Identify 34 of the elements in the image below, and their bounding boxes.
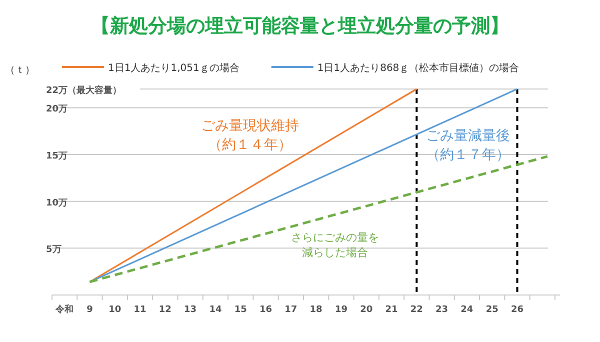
- x-tick-label: 13: [184, 305, 197, 315]
- annotation: さらにごみの量を: [291, 231, 379, 244]
- x-tick-label: 14: [209, 305, 222, 315]
- x-tick-label: 12: [158, 305, 172, 315]
- x-tick-label: 19: [334, 305, 348, 315]
- x-tick-label: 17: [284, 305, 298, 315]
- y-tick-label: 5万: [46, 245, 62, 256]
- x-tick-label: 25: [486, 305, 498, 315]
- annotation: ごみ量減量後: [426, 128, 510, 144]
- annotation: ごみ量現状維持: [201, 118, 299, 134]
- y-tick-label: 22万（最大容量）: [46, 85, 122, 96]
- annotation: （約１７年）: [426, 147, 510, 163]
- annotation: 減らした場合: [302, 246, 368, 259]
- chart-title: 【新処分場の埋立可能容量と埋立処分量の予測】: [91, 15, 509, 37]
- legend-label: 1日1人あたり868ｇ（松本市目標値）の場合: [317, 62, 520, 74]
- x-tick-label: 9: [86, 305, 93, 315]
- x-tick-label: 令和: [54, 304, 74, 315]
- x-tick-label: 24: [460, 305, 474, 315]
- x-tick-label: 11: [134, 305, 146, 315]
- x-tick-label: 18: [310, 305, 322, 315]
- y-tick-label: 20万: [46, 104, 68, 115]
- annotation: （約１４年）: [208, 137, 292, 153]
- y-tick-label: 15万: [46, 152, 68, 162]
- x-tick-label: 10: [108, 305, 122, 315]
- y-axis-title: （ｔ）: [5, 65, 35, 76]
- x-tick-label: 23: [436, 305, 448, 315]
- x-tick-label: 21: [385, 305, 398, 315]
- legend-label: 1日1人あたり1,051ｇの場合: [108, 62, 240, 74]
- x-tick-label: 26: [510, 305, 524, 315]
- x-tick-label: 20: [360, 305, 373, 315]
- y-tick-label: 10万: [46, 198, 68, 208]
- x-tick-label: 16: [259, 305, 272, 315]
- x-tick-label: 22: [410, 305, 423, 315]
- x-tick-label: 15: [234, 305, 247, 315]
